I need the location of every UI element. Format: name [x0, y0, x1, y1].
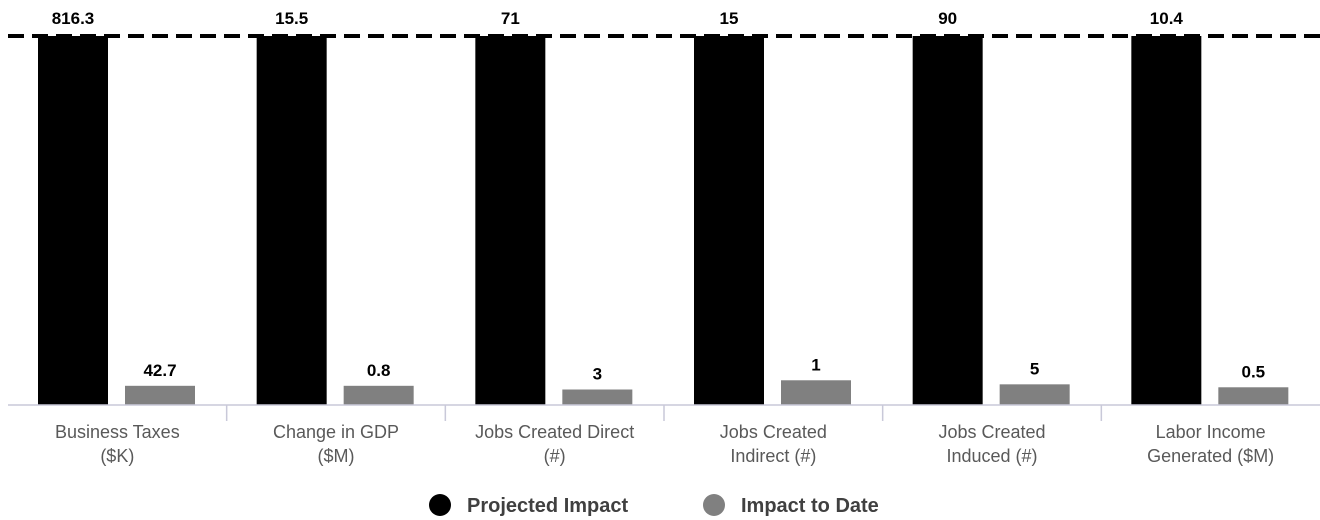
category-label-3-line-1: Indirect (#) [730, 446, 816, 466]
value-label-projected-4: 90 [938, 9, 957, 28]
category-label-2-line-1: (#) [544, 446, 566, 466]
bar-projected-2 [475, 36, 546, 405]
bar-to-date-4 [999, 384, 1070, 405]
value-label-projected-3: 15 [720, 9, 739, 28]
bar-projected-0 [38, 36, 108, 405]
value-label-to-date-0: 42.7 [143, 361, 176, 380]
bar-to-date-0 [125, 385, 195, 405]
bar-to-date-1 [343, 385, 414, 405]
category-label-1-line-1: ($M) [318, 446, 355, 466]
value-label-to-date-1: 0.8 [367, 361, 391, 380]
category-label-0-line-1: ($K) [100, 446, 134, 466]
category-label-5-line-1: Generated ($M) [1147, 446, 1274, 466]
legend-label-to-date: Impact to Date [741, 495, 879, 517]
category-label-0-line-0: Business Taxes [55, 422, 180, 442]
bar-to-date-5 [1218, 387, 1289, 405]
value-label-projected-2: 71 [501, 9, 520, 28]
value-label-to-date-3: 1 [811, 355, 820, 374]
category-label-2-line-0: Jobs Created Direct [475, 422, 634, 442]
legend: Projected Impact Impact to Date [429, 494, 879, 517]
bar-projected-5 [1131, 36, 1202, 405]
bar-projected-4 [912, 36, 983, 405]
bar-to-date-2 [562, 389, 633, 405]
bar-projected-1 [256, 36, 327, 405]
value-label-projected-0: 816.3 [52, 9, 95, 28]
category-label-4-line-0: Jobs Created [938, 422, 1045, 442]
bar-to-date-3 [781, 380, 851, 405]
value-label-to-date-4: 5 [1030, 359, 1039, 378]
legend-label-projected: Projected Impact [467, 495, 629, 517]
value-label-to-date-5: 0.5 [1242, 362, 1266, 381]
value-label-to-date-2: 3 [593, 365, 602, 384]
value-label-projected-5: 10.4 [1150, 9, 1184, 28]
category-label-5-line-0: Labor Income [1156, 422, 1266, 442]
category-label-3-line-0: Jobs Created [720, 422, 827, 442]
legend-swatch-projected [429, 494, 451, 516]
category-label-4-line-1: Induced (#) [946, 446, 1037, 466]
value-label-projected-1: 15.5 [275, 9, 308, 28]
bar-projected-3 [694, 36, 764, 405]
legend-swatch-to-date [703, 494, 725, 516]
category-label-1-line-0: Change in GDP [273, 422, 399, 442]
